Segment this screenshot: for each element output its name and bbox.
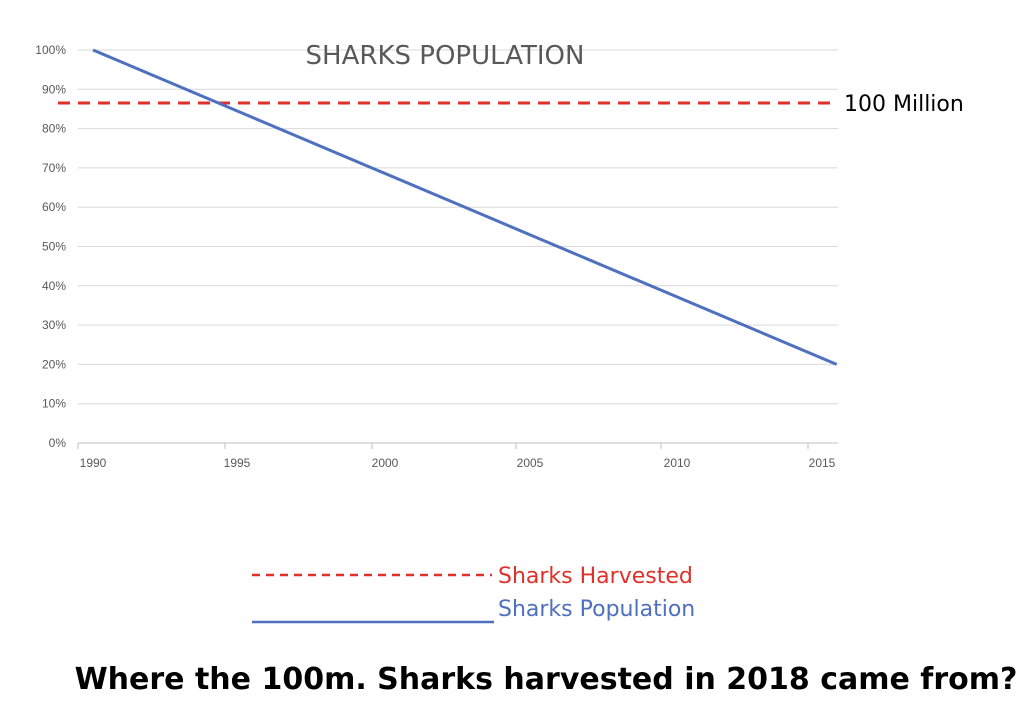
y-tick-label: 0% [49, 436, 67, 450]
y-tick-label: 50% [42, 240, 66, 254]
gridlines [78, 49, 838, 405]
y-tick-label: 60% [42, 200, 66, 214]
x-tick-label: 2000 [372, 456, 399, 470]
y-tick-label: 90% [42, 82, 66, 96]
question-text: Where the 100m. Sharks harvested in 2018… [75, 662, 1018, 697]
legend-label-population: Sharks Population [498, 597, 695, 622]
x-tick-label: 1995 [224, 456, 251, 470]
y-tick-label: 70% [42, 161, 66, 175]
y-tick-label: 30% [42, 318, 66, 332]
chart-title: SHARKS POPULATION [306, 41, 585, 71]
x-tick-label: 2015 [809, 456, 836, 470]
legend-label-harvested: Sharks Harvested [498, 564, 693, 589]
x-tick-label: 2010 [664, 456, 691, 470]
x-tick-label: 2005 [517, 456, 544, 470]
y-tick-label: 10% [42, 397, 66, 411]
y-tick-label: 100% [35, 43, 66, 57]
sharks-population-line [92, 48, 838, 366]
y-tick-label: 20% [42, 357, 66, 371]
legend: Sharks Harvested Sharks Population [252, 564, 695, 624]
x-tick-labels: 1990 1995 2000 2005 2010 2015 [80, 456, 836, 470]
x-axis [77, 442, 838, 449]
x-tick-label: 1990 [80, 456, 107, 470]
y-tick-labels: 0% 10% 20% 30% 40% 50% 60% 70% 80% 90% 100% [35, 43, 66, 450]
harvested-value-label: 100 Million [844, 92, 964, 117]
y-tick-label: 80% [42, 122, 66, 136]
y-tick-label: 40% [42, 279, 66, 293]
